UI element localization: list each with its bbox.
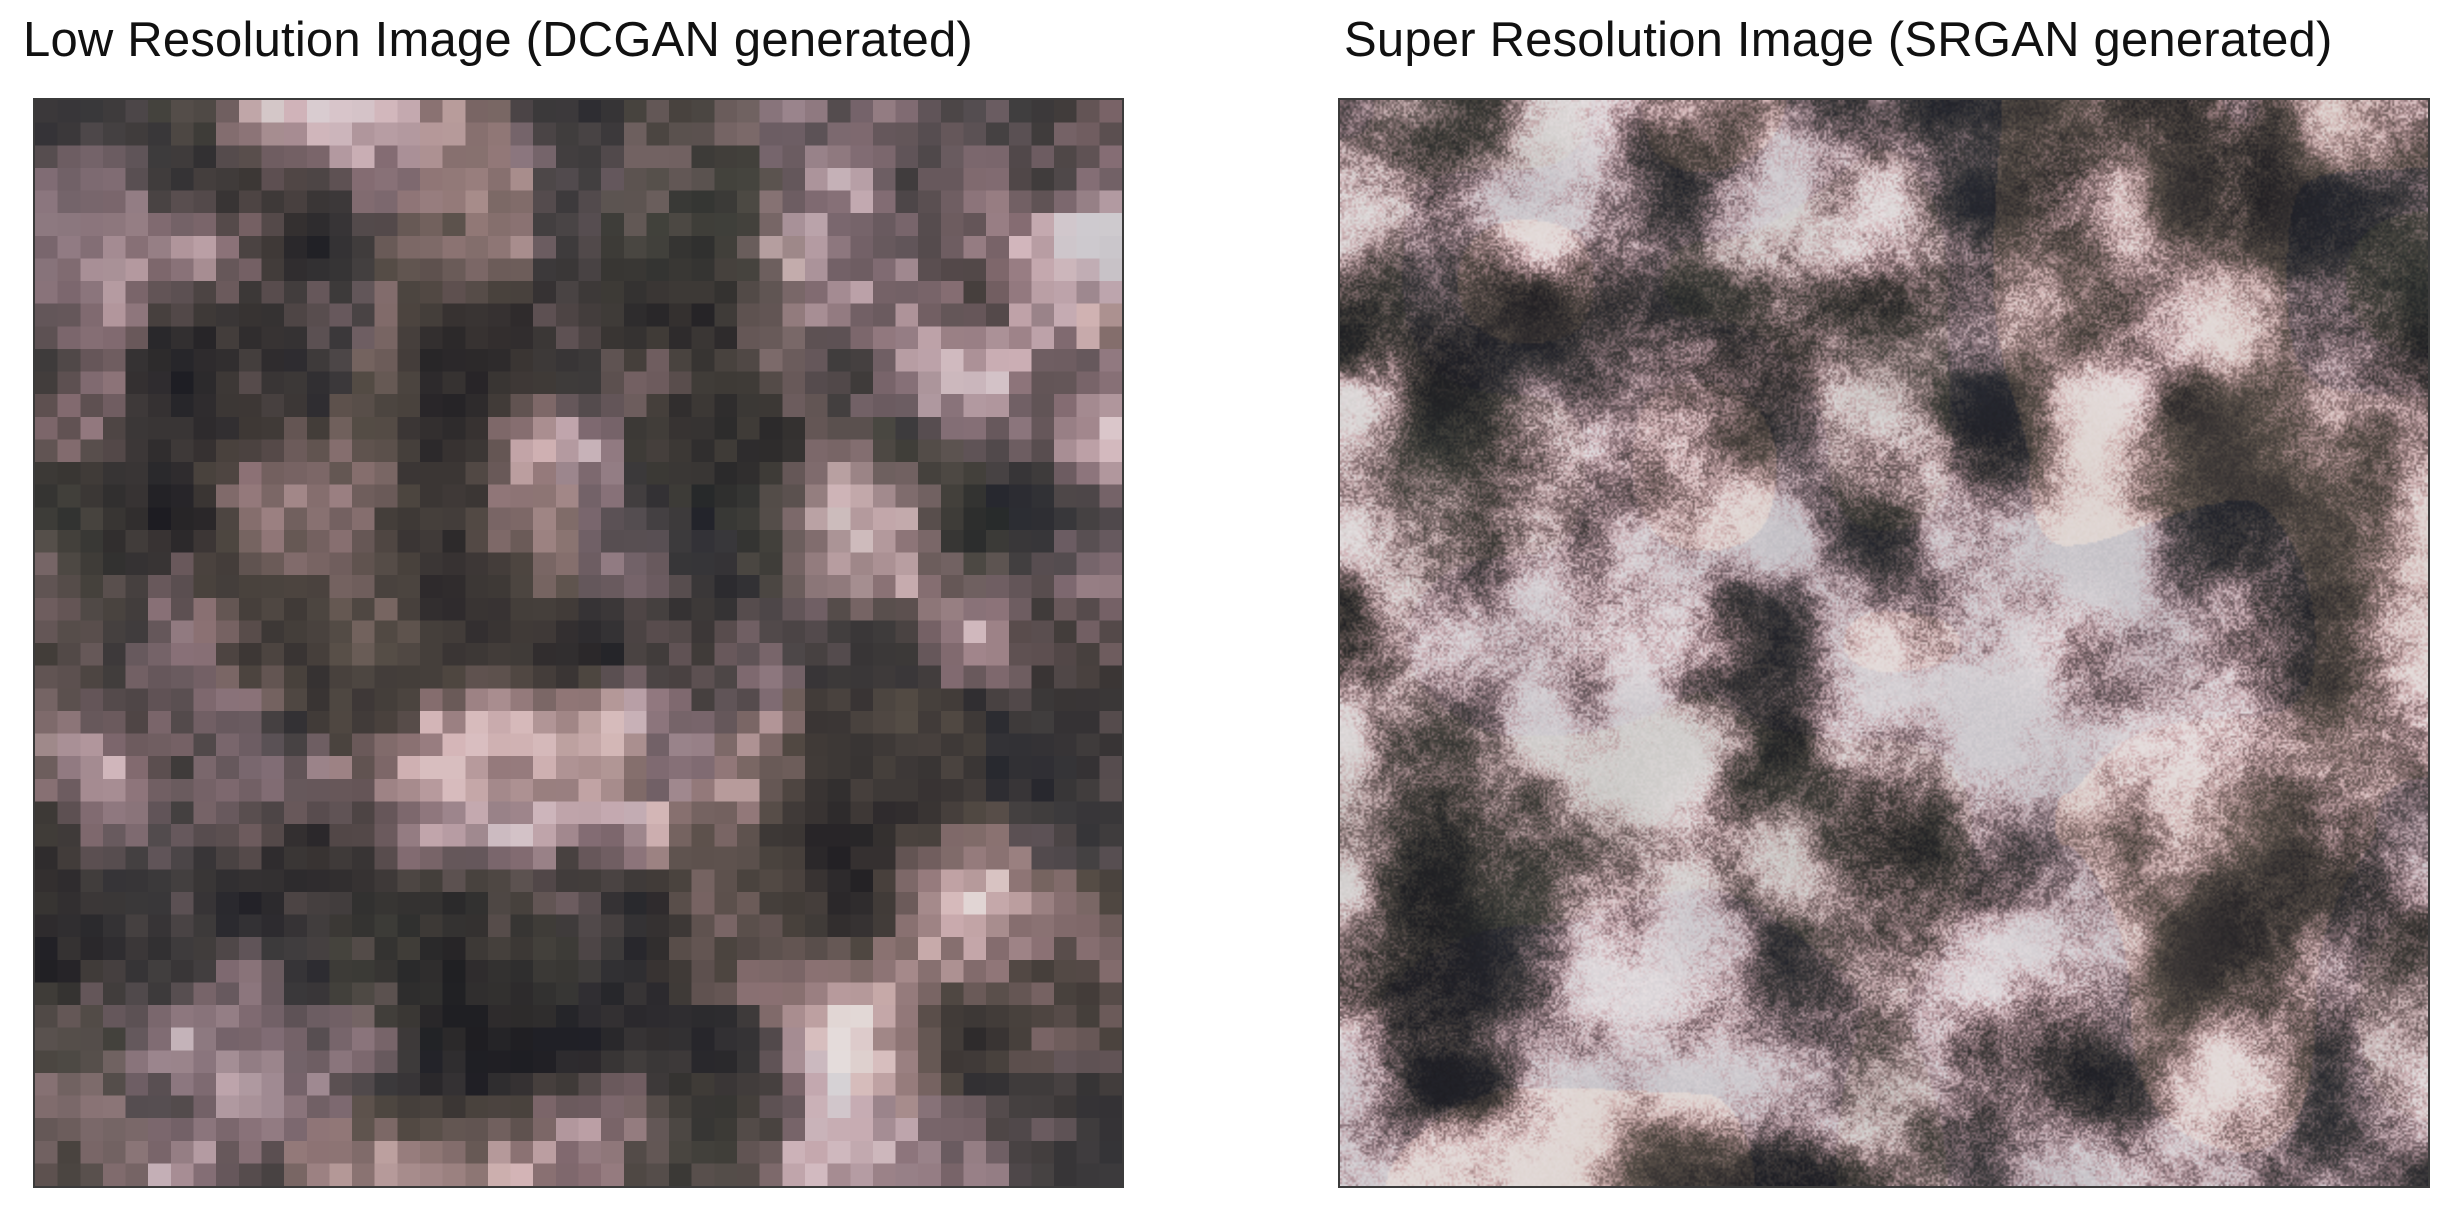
low-resolution-image-frame [33, 98, 1124, 1188]
low-resolution-image [35, 100, 1122, 1186]
super-resolution-image-frame [1338, 98, 2430, 1188]
super-resolution-image [1340, 100, 2428, 1186]
super-resolution-title: Super Resolution Image (SRGAN generated) [1344, 13, 2333, 67]
low-resolution-title: Low Resolution Image (DCGAN generated) [23, 13, 973, 67]
